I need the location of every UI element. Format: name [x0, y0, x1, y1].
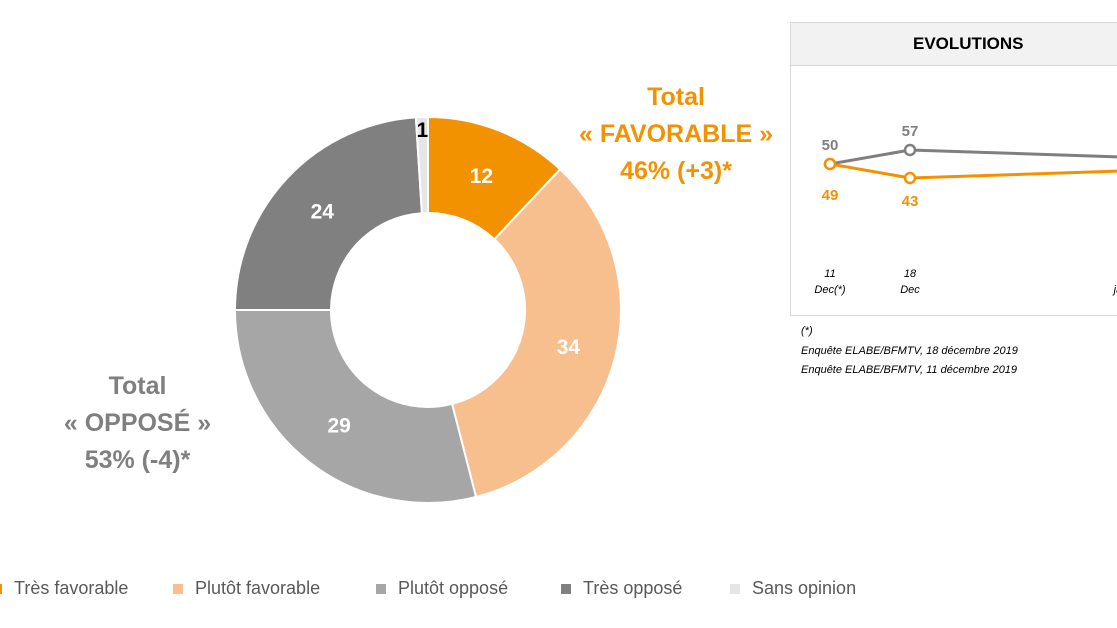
evo-x-tick-line1: 11 — [824, 268, 835, 280]
evo-value-label-oppose: 50 — [822, 137, 839, 154]
evo-x-tick-label: 18 Dec — [900, 268, 920, 296]
legend-item: Plutôt favorable — [173, 578, 320, 599]
legend-label: Plutôt opposé — [398, 578, 509, 598]
footnote-line-1: Enquête ELABE/BFMTV, 18 décembre 2019 — [801, 345, 1018, 357]
evo-x-tick-line2: Dec — [900, 284, 920, 296]
legend-item: Très favorable — [0, 578, 128, 599]
donut-value-label-sans-opinion: 1 — [416, 119, 428, 142]
total-oppose-line2: « OPPOSÉ » — [63, 409, 212, 437]
donut-slice-sans-opinion — [414, 115, 429, 215]
total-favorable-line1: Total — [647, 83, 705, 111]
total-favorable-label: Total « FAVORABLE » 46% (+3)* — [576, 79, 776, 190]
donut-value-label-tres-favorable: 12 — [470, 165, 493, 188]
donut-value-label-tres-oppose: 24 — [311, 201, 335, 224]
chart-legend: Très favorable Plutôt favorable Plutôt opp… — [0, 578, 1117, 600]
legend-swatch — [0, 583, 2, 594]
total-favorable-line3: 46% (+3)* — [620, 157, 732, 185]
legend-swatch — [730, 583, 740, 594]
evo-line-oppose — [829, 148, 1117, 166]
legend-item: Sans opinion — [730, 578, 856, 599]
legend-swatch — [376, 583, 386, 594]
legend-label: Sans opinion — [752, 578, 857, 598]
total-oppose-line3: 53% (-4)* — [84, 446, 191, 474]
donut-slice-plutot-favorable — [450, 167, 622, 499]
donut-value-label-plutot-favorable: 34 — [557, 336, 581, 359]
evo-x-tick-line1: 18 — [904, 268, 917, 280]
donut-slice-plutot-oppose — [233, 309, 478, 504]
legend-item: Plutôt opposé — [376, 578, 508, 599]
legend-label: Très favorable — [14, 578, 129, 598]
evo-x-tick-label: 11 Dec(*) — [814, 268, 846, 296]
evo-point-oppose — [903, 143, 917, 157]
donut-slice-tres-oppose — [233, 116, 423, 311]
evo-point-favorable — [823, 157, 837, 171]
donut-chart: 12 34 29 24 1 — [233, 115, 622, 504]
evo-x-tick-label: 0jan — [1112, 284, 1117, 296]
evo-value-label-favorable: 49 — [822, 187, 839, 204]
evolutions-panel: EVOLUTIONS 50 57 49 43 11 Dec(*) 18 Dec 0jan — [790, 22, 1117, 316]
total-oppose-line1: Total — [108, 372, 167, 400]
evo-x-tick-line2: jan — [1112, 284, 1117, 296]
evolutions-title: EVOLUTIONS — [913, 34, 1024, 53]
evo-x-tick-line2: Dec(*) — [814, 284, 846, 296]
donut-value-label-plutot-oppose: 29 — [327, 415, 350, 438]
evo-value-label-favorable: 43 — [902, 193, 919, 210]
evolutions-line-chart: 50 57 49 43 11 Dec(*) 18 Dec 0jan — [814, 123, 1117, 296]
legend-swatch — [561, 583, 571, 594]
footnote-line-2: Enquête ELABE/BFMTV, 11 décembre 2019 — [801, 364, 1018, 376]
evolutions-header: EVOLUTIONS — [791, 23, 1117, 66]
legend-label: Très opposé — [583, 578, 683, 598]
legend-swatch — [173, 583, 183, 594]
evo-point-favorable — [903, 171, 917, 185]
evo-value-label-oppose: 57 — [902, 123, 919, 140]
footnote-mark: (*) — [801, 325, 813, 337]
legend-label: Plutôt favorable — [195, 578, 321, 598]
evo-line-favorable — [829, 162, 1117, 180]
total-favorable-line2: « FAVORABLE » — [578, 120, 774, 148]
legend-item: Très opposé — [561, 578, 682, 599]
total-oppose-label: Total « OPPOSÉ » 53% (-4)* — [55, 368, 220, 479]
